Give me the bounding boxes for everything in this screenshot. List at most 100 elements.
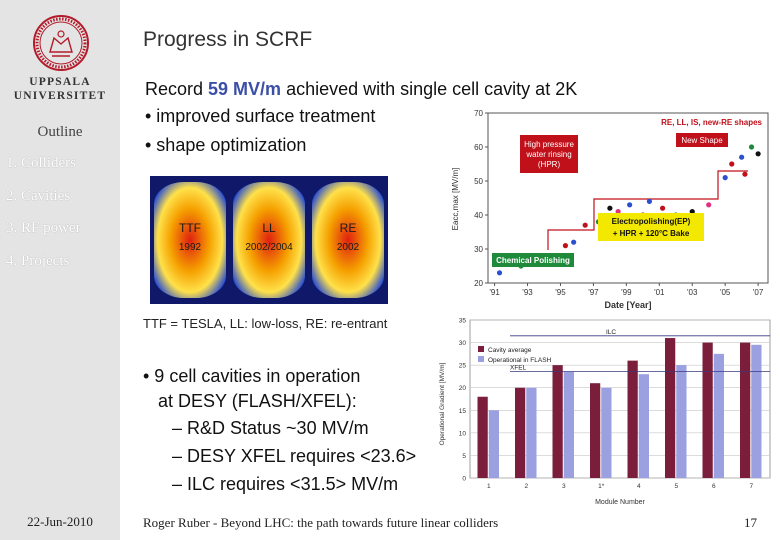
chart1-ytick-label: 20 [474, 279, 483, 288]
chart2-reference-label: ILC [606, 329, 616, 336]
chart2-reference-label: XFEL [510, 364, 527, 371]
chart1-annotation-ep-2: + HPR + 120°C Bake [613, 229, 690, 238]
chart2-ylabel: Operational Gradient [MV/m] [439, 362, 446, 445]
chart1-point [748, 144, 755, 150]
cavity-year-ttf: 1992 [179, 242, 202, 253]
chart2-bar [676, 365, 687, 478]
chart1-xtick-label: '03 [687, 288, 698, 297]
legend-swatch-cavity-average [478, 346, 484, 352]
chart1-ytick-label: 60 [474, 143, 483, 152]
cavity-label-re: RE [340, 221, 357, 235]
chart2-ytick-label: 10 [459, 430, 467, 437]
cavity-label-ll: LL [262, 221, 276, 235]
chart1-xtick-label: '91 [489, 288, 500, 297]
cavity-year-re: 2002 [337, 242, 360, 253]
cavity-year-ll: 2002/2004 [245, 242, 293, 253]
outline-item-colliders[interactable]: 1. Colliders [6, 155, 76, 171]
chart1-annotation-ep-1: Electropolishing(EP) [612, 217, 691, 226]
chart2-bar [751, 344, 762, 478]
chart2-bar [665, 338, 676, 478]
chart1-point [582, 222, 588, 228]
chart2-ytick-label: 0 [462, 476, 466, 483]
chart2-bar [702, 342, 713, 478]
chart1-ytick-label: 70 [474, 109, 483, 118]
chart1-point [607, 205, 613, 211]
chart2-ytick-label: 5 [462, 453, 466, 460]
chart2-ytick-label: 35 [459, 318, 467, 325]
chart1-annotation-chemical: Chemical Polishing [496, 256, 570, 265]
chart2-bar [515, 387, 526, 478]
university-name-line1: UPPSALA [29, 76, 91, 88]
slide-title: Progress in SCRF [143, 28, 313, 51]
chart1-xtick-label: '93 [522, 288, 533, 297]
chart2-ytick-label: 30 [459, 340, 467, 347]
page-number: 17 [744, 515, 757, 530]
chart2-bar [526, 387, 537, 478]
chart1-xtick-label: '07 [753, 288, 764, 297]
slide-footer: Roger Ruber - Beyond LHC: the path towar… [143, 515, 499, 530]
chart2-bar [590, 383, 601, 478]
sub-bullet-ilc-requirement: – ILC requires <31.5> MV/m [172, 474, 399, 494]
chart2-bar [740, 342, 751, 478]
cavity-label-ttf: TTF [179, 221, 201, 235]
chart1-point [689, 209, 695, 215]
record-line: Record 59 MV/m achieved with single cell… [145, 79, 577, 100]
chart1-step-line [547, 170, 748, 250]
chart1-annotation-hpr-3: (HPR) [538, 160, 561, 169]
chart2-category-label: 4 [637, 483, 641, 490]
chart1-ylabel: Eacc,max [MV/m] [451, 168, 460, 231]
legend-swatch-operational [478, 356, 484, 362]
chart1-point [646, 198, 653, 204]
chart1-point [706, 202, 712, 208]
chart1-chemical-box [492, 253, 574, 267]
bullet-shape-optimization: • shape optimization [145, 135, 307, 155]
chart2-bar [488, 410, 499, 478]
record-value: 59 MV/m [208, 79, 282, 99]
chart2-bar [638, 374, 649, 478]
slide-date: 22-Jun-2010 [27, 514, 93, 529]
chart1-xtick-label: '99 [621, 288, 632, 297]
sidebar: UPPSALA UNIVERSITET Outline 1. Colliders… [0, 0, 120, 540]
chart2-category-label: 6 [712, 483, 716, 490]
university-name-line2: UNIVERSITET [13, 90, 107, 102]
record-suffix: achieved with single cell cavity at 2K [281, 79, 578, 99]
chart1-xtick-label: '95 [555, 288, 566, 297]
chart2-category-label: 7 [749, 483, 753, 490]
legend-label-operational: Operational in FLASH [488, 357, 552, 364]
sub-bullet-rnd-status: – R&D Status ~30 MV/m [172, 418, 369, 438]
chart1-point [742, 171, 748, 177]
chart1-ytick-label: 50 [474, 177, 483, 186]
chart1-point [722, 175, 728, 181]
chart1-ep-box [598, 213, 704, 241]
bullet-desy: at DESY (FLASH/XFEL): [158, 391, 357, 411]
chart1-annotation-new-shape: New Shape [681, 136, 723, 145]
chart1-annotation-hpr-1: High pressure [524, 140, 574, 149]
chart1-xtick-label: '05 [720, 288, 731, 297]
chart1-point [615, 209, 621, 215]
outline-title: Outline [37, 124, 83, 140]
chart1-xlabel: Date [Year] [604, 300, 651, 310]
chart1-point [496, 270, 503, 276]
legend-label-cavity-average: Cavity average [488, 347, 532, 354]
chart2-bar [601, 387, 612, 478]
chart2-ytick-label: 15 [459, 408, 467, 415]
chart1-point [627, 202, 633, 208]
chart2-bar [563, 371, 574, 478]
outline-item-cavities[interactable]: 2. Cavities [6, 188, 71, 204]
chart1-annotation-hpr-2: water rinsing [525, 150, 571, 159]
chart2-category-label: 1 [487, 483, 491, 490]
cavity-caption: TTF = TESLA, LL: low-loss, RE: re-entran… [143, 316, 388, 331]
outline-item-rf-power[interactable]: 3. RF power [6, 220, 81, 236]
chart2-category-label: 2 [524, 483, 528, 490]
outline-item-projects[interactable]: 4. Projects [6, 253, 70, 269]
chart1-new-shape-box [676, 133, 728, 147]
chart1-ytick-label: 40 [474, 211, 483, 220]
chart1-annotation-shapes: RE, LL, IS, new-RE shapes [661, 118, 762, 127]
chart1-point [571, 239, 577, 245]
chart2-ytick-label: 25 [459, 363, 467, 370]
chart1-hpr-box [520, 135, 578, 173]
sub-bullet-xfel-requirement: – DESY XFEL requires <23.6> [172, 446, 417, 466]
chart1-point [739, 154, 745, 160]
chart2-bar [477, 396, 488, 478]
gradient-history-chart: Eacc,max [MV/m] Date [Year] 20 30 40 50 60 70… [448, 107, 776, 315]
